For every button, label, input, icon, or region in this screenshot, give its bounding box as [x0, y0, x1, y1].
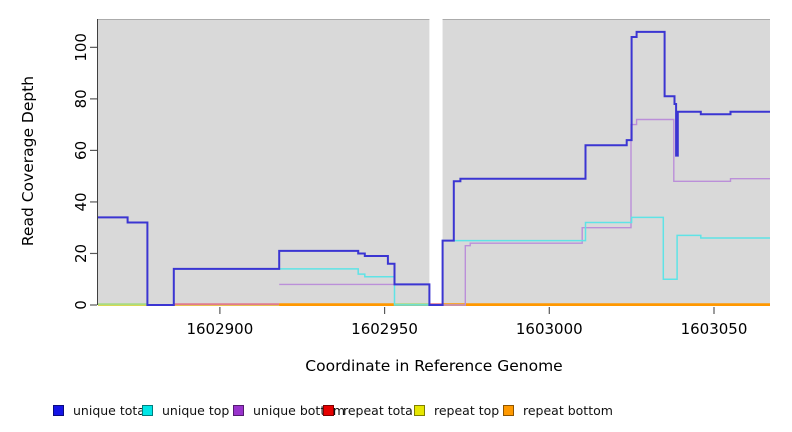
legend: unique total unique top unique bottom re… — [0, 402, 792, 424]
legend-label: unique total — [73, 402, 149, 418]
legend-label: unique top — [162, 402, 230, 418]
y-tick-label: 100 — [72, 33, 90, 62]
plot-panel — [442, 19, 770, 305]
legend-item-unique-top: unique top — [142, 402, 229, 418]
legend-item-unique-bottom: unique bottom — [233, 402, 345, 418]
legend-label: unique bottom — [253, 402, 346, 418]
x-axis-title: Coordinate in Reference Genome — [305, 357, 563, 375]
legend-label: repeat total — [343, 402, 417, 418]
legend-label: repeat top — [434, 402, 500, 418]
y-tick-label: 80 — [72, 89, 90, 108]
y-tick-label: 40 — [72, 192, 90, 211]
y-tick-label: 0 — [72, 300, 90, 310]
plot-panel — [98, 19, 430, 305]
coverage-chart: 1602900 1602950 1603000 1603050 0 20 40 60 80 100 — [72, 19, 770, 338]
unique-top-swatch-icon — [142, 404, 153, 416]
unique-total-swatch-icon — [53, 404, 64, 416]
repeat-bottom-swatch-icon — [503, 404, 514, 416]
x-tick-label: 1602900 — [186, 320, 253, 338]
series-unique-bottom — [279, 118, 770, 306]
legend-item-repeat-total: repeat total — [323, 402, 416, 418]
legend-item-repeat-top: repeat top — [414, 402, 499, 418]
repeat-top-swatch-icon — [414, 404, 425, 416]
unique-bottom-swatch-icon — [233, 404, 244, 416]
y-tick-label: 60 — [72, 141, 90, 160]
y-tick-label: 20 — [72, 244, 90, 263]
legend-item-repeat-bottom: repeat bottom — [503, 402, 613, 418]
x-tick-label: 1602950 — [351, 320, 418, 338]
repeat-total-swatch-icon — [323, 404, 334, 416]
legend-label: repeat bottom — [523, 402, 613, 418]
y-axis-title: Read Coverage Depth — [19, 75, 37, 247]
x-tick-label: 1603000 — [516, 320, 583, 338]
series-unique-total — [98, 30, 770, 306]
legend-item-unique-total: unique total — [53, 402, 148, 418]
series-unique-top — [173, 216, 770, 306]
x-tick-label: 1603050 — [681, 320, 748, 338]
